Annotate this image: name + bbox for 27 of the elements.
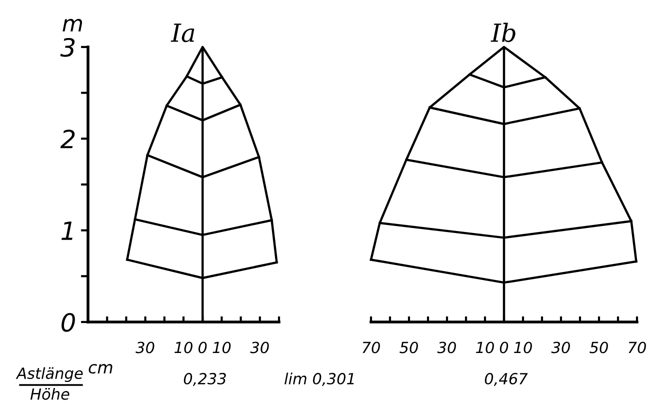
text: lim 0,301 (284, 372, 354, 386)
text: Astlänge (16, 367, 83, 382)
y-tick-label: 2 (60, 130, 75, 148)
x-tick-label: 10 (174, 342, 192, 354)
x-tick-label: 10 (212, 342, 231, 354)
text: Höhe (30, 388, 70, 400)
chart-title: Ib (490, 22, 516, 42)
x-axis-title: cm (88, 364, 112, 374)
text: 0,233 (184, 372, 226, 386)
x-tick-label: 30 (437, 342, 456, 354)
x-tick-label: 10 (476, 342, 494, 354)
chart-title: Ia (170, 24, 194, 42)
x-tick-label: 30 (551, 342, 570, 354)
x-tick-label: 50 (590, 342, 608, 354)
x-tick-label: 30 (250, 342, 269, 354)
x-tick-label: 10 (514, 342, 532, 354)
y-tick-label: 1 (62, 222, 72, 240)
x-tick-label: 30 (136, 342, 154, 354)
y-axis-title: m (62, 18, 82, 32)
text: 0,467 (484, 372, 528, 386)
y-tick-label: 3 (60, 38, 75, 57)
x-tick-label: 0 (500, 342, 508, 354)
x-tick-label: 50 (400, 342, 418, 354)
x-tick-label: 0 (198, 342, 207, 354)
x-tick-label: 70 (362, 342, 380, 354)
y-tick-label: 0 (62, 312, 75, 332)
x-tick-label: 70 (628, 342, 646, 354)
